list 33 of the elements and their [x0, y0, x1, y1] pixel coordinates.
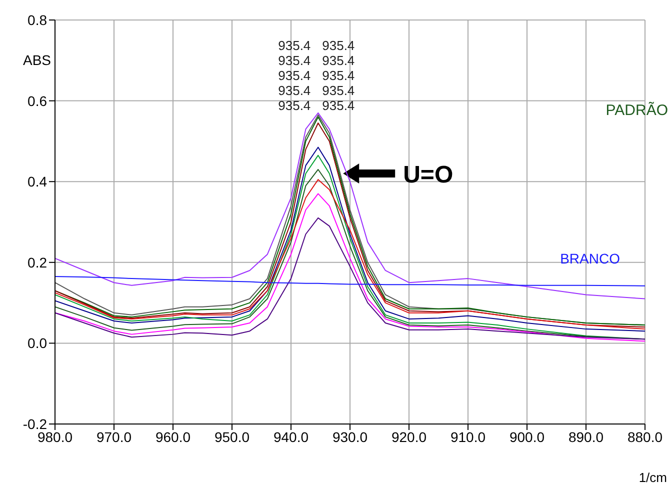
annotation: PADRÃO: [606, 101, 668, 119]
x-tick-label: 950.0: [214, 428, 250, 445]
annotation: 935.4: [322, 38, 355, 53]
annotation: 935.4: [278, 38, 311, 53]
x-tick-label: 880.0: [627, 428, 663, 445]
annotation: 935.4: [278, 98, 311, 113]
y-tick-label: 0.6: [28, 92, 48, 109]
line-series: [55, 193, 645, 342]
y-tick-label: 0.0: [28, 335, 48, 352]
annotation: 935.4: [322, 83, 355, 98]
annotation: 935.4: [278, 53, 311, 68]
y-tick-label: 0.4: [28, 174, 48, 190]
y-tick-label: 0.2: [28, 254, 48, 270]
x-tick-label: 900.0: [509, 428, 545, 445]
x-tick-label: 960.0: [155, 428, 191, 445]
annotation: 935.4: [322, 53, 355, 68]
x-tick-label: 910.0: [450, 428, 486, 445]
x-tick-label: 920.0: [391, 428, 427, 445]
y-axis-title: ABS: [22, 52, 51, 68]
annotation: 935.4: [322, 68, 355, 83]
annotation: 935.4: [278, 68, 311, 83]
x-tick-label: 930.0: [332, 428, 368, 445]
x-tick-label: 940.0: [273, 428, 309, 445]
x-tick-label: 890.0: [568, 428, 604, 445]
x-tick-label: 970.0: [96, 428, 132, 445]
y-tick-label: 0.8: [28, 12, 48, 28]
annotation: 935.4: [278, 83, 311, 98]
series-label: BRANCO: [560, 250, 620, 266]
line-series: [55, 217, 645, 340]
annotation: 935.4: [322, 98, 355, 113]
annotation: U=O: [403, 162, 454, 189]
x-axis-title: 1/cm: [638, 470, 667, 484]
line-series: [55, 276, 645, 286]
